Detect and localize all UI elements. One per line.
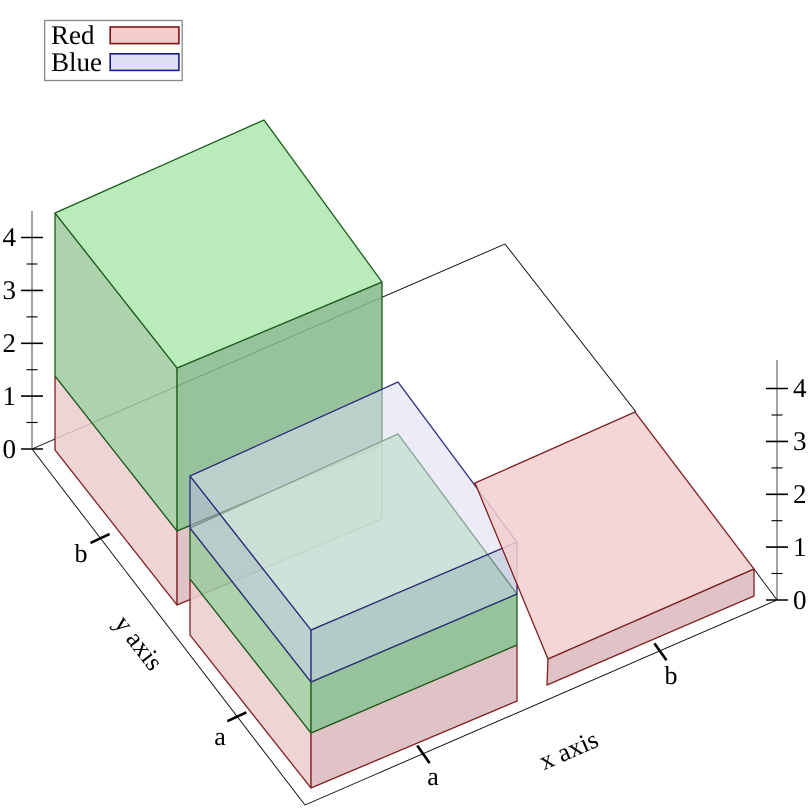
svg-text:Blue: Blue	[51, 47, 102, 77]
svg-text:0: 0	[793, 585, 807, 615]
svg-text:0: 0	[3, 434, 17, 464]
svg-text:b: b	[665, 661, 678, 690]
svg-text:4: 4	[793, 373, 807, 403]
svg-text:b: b	[75, 539, 88, 568]
svg-text:4: 4	[3, 222, 17, 252]
svg-text:2: 2	[3, 328, 17, 358]
svg-text:3: 3	[3, 275, 17, 305]
svg-text:1: 1	[3, 381, 17, 411]
svg-text:1: 1	[793, 532, 807, 562]
svg-text:2: 2	[793, 479, 807, 509]
svg-text:Red: Red	[51, 20, 95, 50]
svg-text:a: a	[427, 762, 439, 791]
svg-text:3: 3	[793, 426, 807, 456]
svg-text:a: a	[214, 722, 226, 751]
